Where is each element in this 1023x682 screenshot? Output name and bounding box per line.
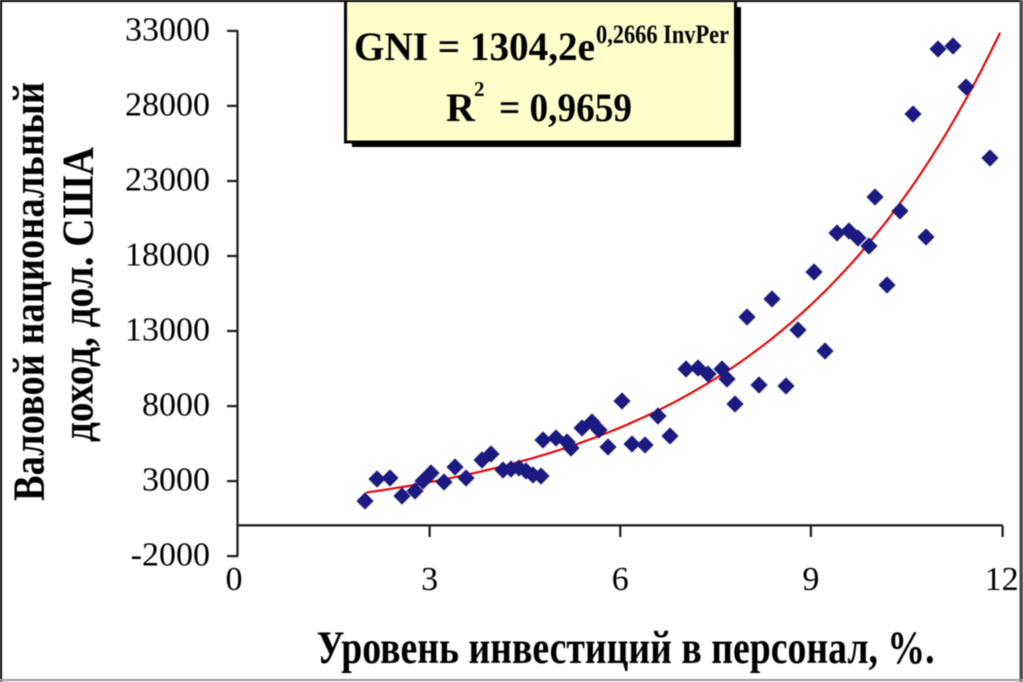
svg-text:12: 12 xyxy=(985,561,1019,598)
svg-text:0: 0 xyxy=(226,561,243,598)
svg-text:18000: 18000 xyxy=(125,237,210,274)
svg-text:0,2666 InvPer: 0,2666 InvPer xyxy=(596,20,729,49)
svg-text:доход, дол. США: доход, дол. США xyxy=(54,147,103,442)
svg-text:2: 2 xyxy=(474,77,485,101)
svg-text:6: 6 xyxy=(612,561,629,598)
svg-text:GNI = 1304,2e: GNI = 1304,2e xyxy=(354,24,595,69)
svg-text:28000: 28000 xyxy=(125,86,210,123)
svg-text:-2000: -2000 xyxy=(131,537,210,574)
svg-text:= 0,9659: = 0,9659 xyxy=(499,85,632,130)
svg-text:Валовой национальный: Валовой национальный xyxy=(5,82,54,501)
svg-text:3000: 3000 xyxy=(142,462,210,499)
svg-text:Уровень инвестиций в персонал,: Уровень инвестиций в персонал, %. xyxy=(317,622,935,674)
svg-text:3: 3 xyxy=(421,561,438,598)
svg-text:R: R xyxy=(446,85,476,130)
svg-text:23000: 23000 xyxy=(125,162,210,199)
svg-text:33000: 33000 xyxy=(125,11,210,48)
svg-text:8000: 8000 xyxy=(142,387,210,424)
svg-text:9: 9 xyxy=(802,561,819,598)
svg-text:13000: 13000 xyxy=(125,312,210,349)
